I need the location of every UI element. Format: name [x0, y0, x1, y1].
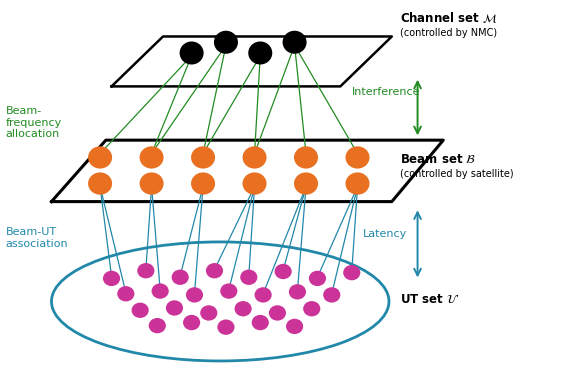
Text: Beam-UT
association: Beam-UT association	[6, 227, 68, 249]
Ellipse shape	[345, 172, 370, 195]
Ellipse shape	[252, 315, 269, 330]
Ellipse shape	[137, 263, 154, 278]
Ellipse shape	[191, 172, 215, 195]
Ellipse shape	[289, 284, 306, 300]
Ellipse shape	[243, 172, 267, 195]
Text: (controlled by NMC): (controlled by NMC)	[400, 28, 498, 38]
Ellipse shape	[323, 287, 340, 303]
Text: Interference: Interference	[352, 87, 420, 97]
Ellipse shape	[172, 270, 189, 285]
Ellipse shape	[180, 41, 204, 65]
Text: (controlled by satellite): (controlled by satellite)	[400, 169, 514, 179]
Ellipse shape	[214, 31, 238, 54]
Ellipse shape	[255, 287, 272, 303]
Ellipse shape	[343, 265, 360, 280]
Text: Latency: Latency	[363, 229, 407, 239]
Ellipse shape	[294, 172, 318, 195]
Ellipse shape	[275, 264, 292, 279]
Ellipse shape	[140, 146, 164, 169]
Ellipse shape	[152, 283, 169, 299]
Ellipse shape	[149, 318, 166, 333]
Ellipse shape	[117, 286, 134, 301]
Ellipse shape	[309, 271, 326, 286]
Ellipse shape	[294, 146, 318, 169]
Ellipse shape	[235, 301, 252, 316]
Ellipse shape	[269, 305, 286, 321]
Ellipse shape	[186, 287, 203, 303]
Ellipse shape	[166, 300, 183, 316]
Text: Channel set $\mathcal{M}$: Channel set $\mathcal{M}$	[400, 10, 498, 25]
Text: UT set $\mathcal{U}$: UT set $\mathcal{U}$	[400, 293, 460, 306]
Ellipse shape	[200, 305, 217, 321]
Ellipse shape	[303, 301, 320, 316]
Ellipse shape	[243, 146, 267, 169]
Polygon shape	[112, 36, 392, 86]
Ellipse shape	[103, 271, 120, 286]
Ellipse shape	[88, 172, 112, 195]
Ellipse shape	[283, 31, 307, 54]
Text: Beam set $\mathcal{B}$: Beam set $\mathcal{B}$	[400, 153, 476, 166]
Ellipse shape	[140, 172, 164, 195]
Text: Beam-
frequency
allocation: Beam- frequency allocation	[6, 106, 62, 139]
Ellipse shape	[183, 315, 200, 330]
Ellipse shape	[217, 319, 235, 335]
Ellipse shape	[240, 270, 257, 285]
Ellipse shape	[220, 283, 237, 299]
Ellipse shape	[248, 41, 272, 65]
Ellipse shape	[191, 146, 215, 169]
Ellipse shape	[206, 263, 223, 278]
Ellipse shape	[132, 303, 149, 318]
Ellipse shape	[345, 146, 370, 169]
Polygon shape	[51, 140, 443, 202]
Ellipse shape	[88, 146, 112, 169]
Ellipse shape	[286, 319, 303, 334]
